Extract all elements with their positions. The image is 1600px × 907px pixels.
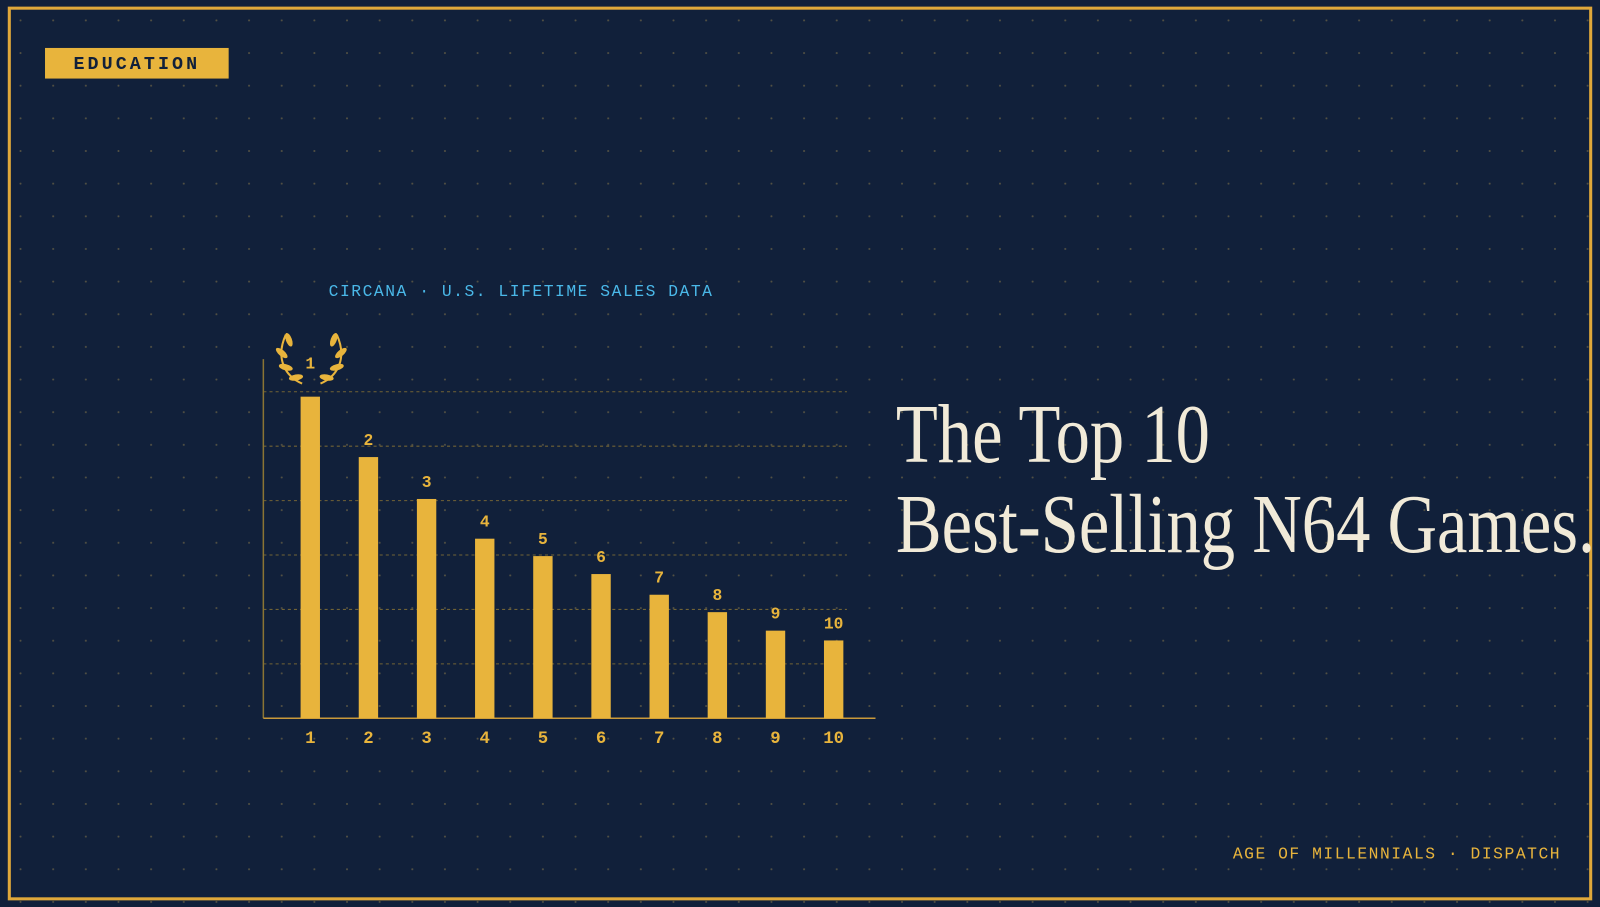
- laurel: [275, 332, 347, 385]
- tag: EDUCATION: [73, 54, 200, 75]
- x-tick-label: 6: [596, 730, 606, 749]
- bar-rank-label: 8: [712, 586, 722, 605]
- bar: [416, 498, 437, 719]
- bar: [823, 640, 844, 719]
- bar: [358, 457, 379, 719]
- bar-rank-label: 6: [596, 548, 606, 567]
- bar: [765, 630, 786, 719]
- bar-rank-label: 7: [654, 569, 664, 588]
- x-tick-label: 7: [654, 730, 664, 749]
- bar: [707, 612, 728, 719]
- x-tick-label: 9: [770, 730, 780, 749]
- x-tick-label: 1: [305, 730, 315, 749]
- x-tick-label: 10: [823, 730, 844, 749]
- bar: [533, 556, 553, 719]
- bar: [475, 538, 495, 719]
- footer: AGE OF MILLENNIALS · DISPATCH: [1233, 844, 1561, 863]
- chart-subtitle: CIRCANA · U.S. LIFETIME SALES DATA: [329, 282, 714, 301]
- x-tick-label: 8: [712, 730, 722, 749]
- bar: [591, 574, 611, 719]
- x-tick-label: 4: [480, 730, 490, 749]
- title-line: The Top 10: [896, 388, 1210, 481]
- bar-rank-label: 10: [824, 614, 844, 633]
- bar: [649, 594, 669, 719]
- bar-rank-label: 3: [422, 473, 432, 492]
- bar-rank-label: 2: [364, 431, 374, 450]
- bar-rank-label: 9: [771, 605, 781, 624]
- frame: [7, 6, 1593, 901]
- title-group: The Top 10 Best-Selling N64 Games.: [896, 388, 1595, 571]
- bar-rank-label: 5: [538, 530, 548, 549]
- x-tick-label: 5: [538, 730, 548, 749]
- tag-badge: [45, 47, 229, 79]
- title-line: Best-Selling N64 Games.: [896, 478, 1595, 571]
- bar: [300, 396, 320, 719]
- x-tick-label: 3: [421, 730, 431, 749]
- x-tick-label: 2: [363, 730, 373, 749]
- bar-rank-label: 1: [305, 355, 315, 374]
- bar-rank-label: 4: [480, 513, 490, 532]
